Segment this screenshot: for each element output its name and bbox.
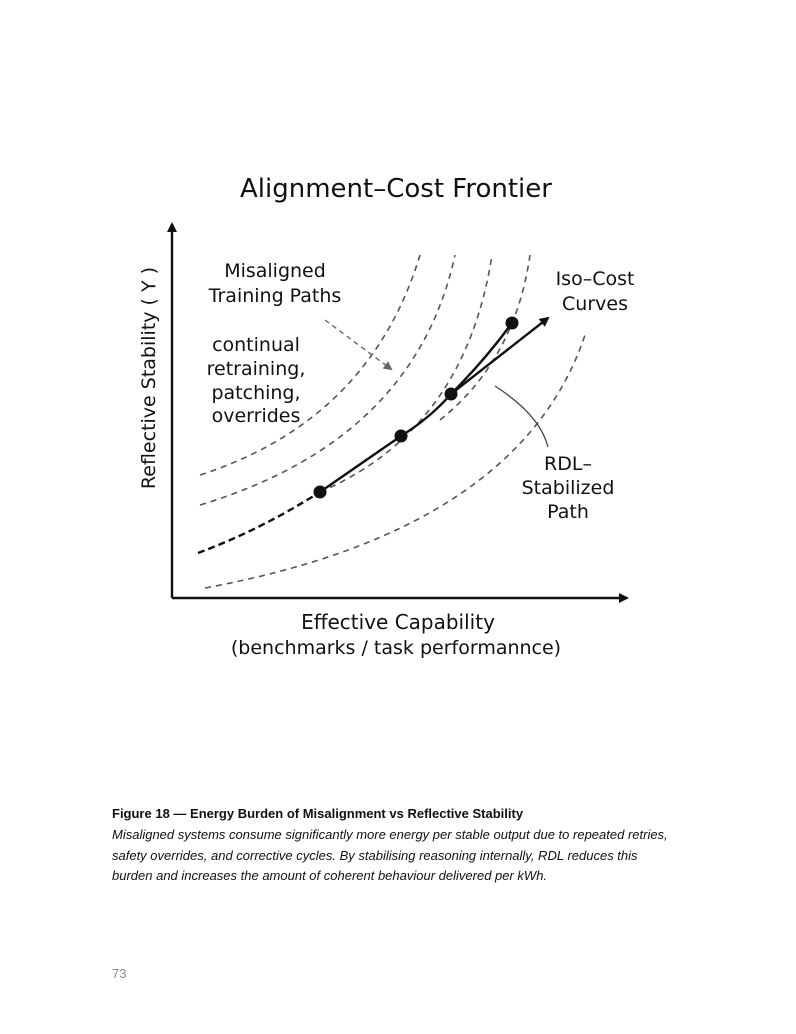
path-point bbox=[505, 316, 519, 330]
annotation: Stabilized bbox=[522, 477, 615, 499]
path-point bbox=[313, 485, 327, 499]
direction-arrow bbox=[450, 316, 550, 395]
annotation: Iso–Cost bbox=[556, 268, 635, 290]
page-number: 73 bbox=[112, 966, 126, 981]
iso-cost-curve bbox=[199, 254, 421, 476]
misaligned-path bbox=[197, 490, 321, 555]
path-point bbox=[394, 429, 408, 443]
iso-cost-curve bbox=[439, 254, 531, 421]
pointer-arrow bbox=[324, 319, 393, 371]
caption-text: burden and increases the amount of coher… bbox=[112, 868, 547, 883]
iso-cost-curve bbox=[199, 254, 456, 506]
x-axis-label: Effective Capability bbox=[301, 610, 495, 634]
y-axis-label: Reflective Stability ( Υ ) bbox=[138, 267, 160, 489]
annotation: overrides bbox=[212, 405, 301, 427]
caption-label: Figure 18 — Energy Burden of Misalignmen… bbox=[112, 806, 524, 821]
caption-text: Misaligned systems consume significantly… bbox=[112, 827, 668, 842]
annotation: Path bbox=[547, 501, 589, 523]
figure-title: Alignment–Cost Frontier bbox=[240, 174, 552, 204]
caption-text: safety overrides, and corrective cycles.… bbox=[112, 848, 638, 863]
x-axis-label: (benchmarks / task performannce) bbox=[231, 637, 561, 659]
annotation: RDL– bbox=[544, 453, 592, 475]
path-point bbox=[444, 387, 458, 401]
annotation: Misaligned bbox=[224, 260, 326, 282]
iso-cost-curve bbox=[319, 254, 493, 493]
iso-cost-curve bbox=[204, 334, 586, 589]
annotation: patching, bbox=[211, 382, 300, 404]
annotation: continual bbox=[212, 334, 300, 356]
annotation: retraining, bbox=[207, 358, 306, 380]
annotation: Curves bbox=[562, 293, 628, 315]
pointer-line bbox=[494, 385, 549, 448]
annotation: Training Paths bbox=[208, 285, 342, 307]
